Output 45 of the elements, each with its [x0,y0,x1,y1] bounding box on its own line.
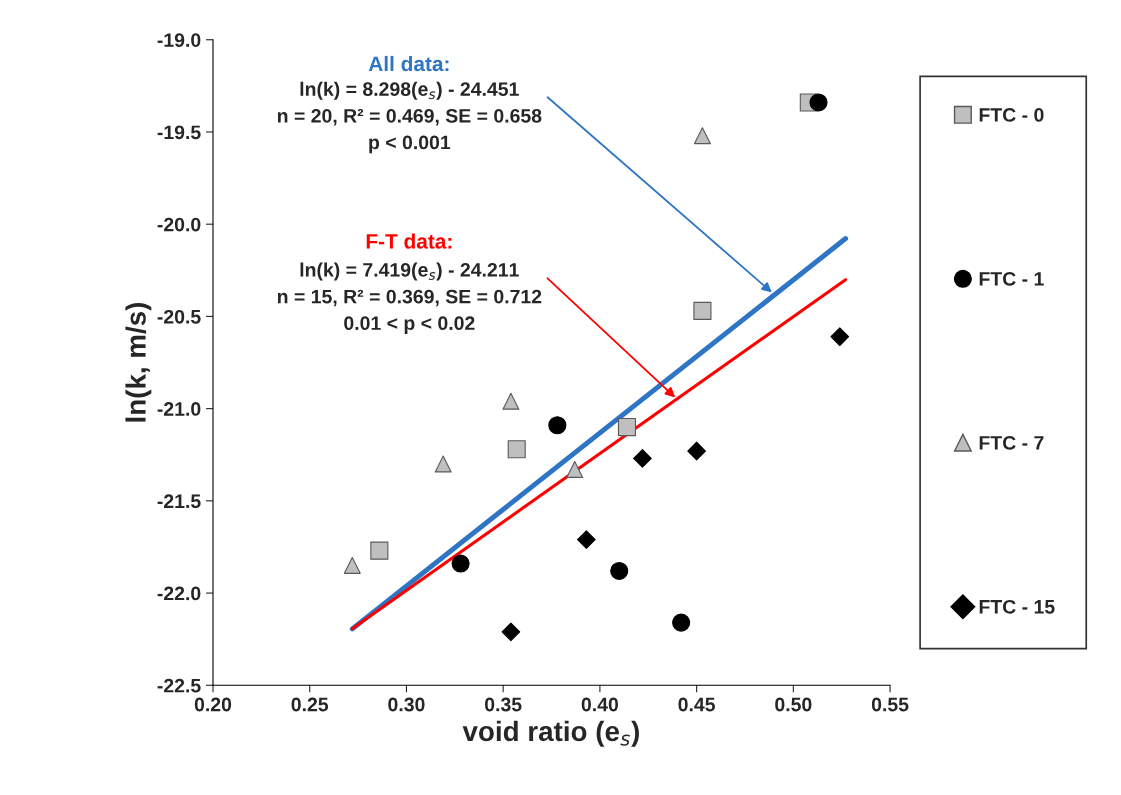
y-tick-label: -22.0 [157,586,201,601]
x-tick-label: 0.45 [678,697,715,712]
y-tick-label: -20.0 [157,217,201,232]
point [830,327,850,347]
x-tick-label: 0.35 [485,697,522,712]
point [672,613,691,632]
legend-label: FTC - 0 [979,108,1044,122]
x-tick-label: 0.20 [194,697,232,712]
point [502,392,520,410]
point [501,622,521,642]
point [633,449,652,468]
point [548,416,567,435]
annotation: All data: [368,55,449,72]
annotation: ln(k) = 7.419(e$_{s}$) - 24.211 n = 15, R² = 0.369, SE = 0.712 0.01 < p < 0.02 [277,262,542,334]
x-tick-label: 0.40 [581,697,619,712]
point [617,418,637,437]
y-tick-label: -21.0 [157,402,201,416]
x-axis-title: void ratio (e$_{s}$) [462,720,639,747]
point [370,541,389,560]
y-tick-label: -20.5 [157,309,201,324]
point [809,93,828,112]
x-tick-label: 0.30 [388,697,425,712]
point [343,556,361,574]
point [693,301,712,320]
legend-label: FTC - 1 [979,271,1044,286]
point [451,554,470,573]
legend-label: FTC - 7 [979,435,1044,450]
point [577,530,596,549]
y-tick-label: -22.5 [157,678,201,693]
point [610,561,629,580]
point [434,455,452,473]
x-tick-label: 0.25 [291,697,329,712]
point [566,461,584,478]
point [507,440,526,459]
x-tick-label: 0.50 [775,697,812,712]
annotation: F-T data: [366,233,452,249]
point [693,127,711,145]
y-tick-label: -21.5 [157,494,201,509]
y-tick-label: -19.5 [157,125,201,140]
x-tick-label: 0.55 [871,697,909,712]
point [687,441,706,461]
legend-label: FTC - 15 [979,599,1055,614]
y-axis-title: ln(k, m/s) [125,302,152,422]
y-tick-label: -19.0 [157,33,201,47]
annotation: ln(k) = 8.298(e$_{s}$) - 24.451 n = 20, R² = 0.469, SE = 0.658 p < 0.001 [277,81,542,154]
